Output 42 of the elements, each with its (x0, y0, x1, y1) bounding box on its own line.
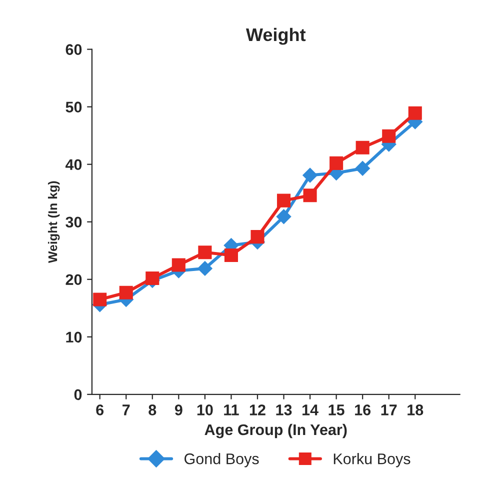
point (146, 271, 160, 285)
point (119, 286, 133, 300)
x-tick-label: 10 (197, 404, 213, 416)
y-tick-label: 20 (66, 274, 82, 286)
point (356, 140, 370, 154)
point (224, 248, 238, 262)
point (276, 209, 292, 224)
x-tick-label: 15 (328, 404, 344, 416)
x-tick-label: 6 (96, 404, 104, 416)
x-tick-label: 12 (250, 404, 266, 416)
y-tick-label: 10 (66, 332, 82, 343)
point (250, 230, 264, 244)
y-tick-label: 50 (66, 102, 82, 113)
y-tick-label: 40 (65, 159, 82, 170)
point (302, 168, 318, 183)
y-axis-title: Weight (In kg) (48, 181, 60, 264)
point (408, 106, 422, 120)
x-tick-label: 7 (122, 404, 130, 416)
point (330, 156, 344, 170)
point (303, 188, 317, 202)
point (172, 258, 186, 272)
y-tick-label: 30 (66, 216, 82, 228)
x-tick-label: 11 (224, 404, 239, 416)
point (198, 246, 212, 260)
point (93, 292, 107, 306)
legend-label: Gond Boys (184, 453, 259, 468)
x-tick-label: 13 (276, 404, 292, 416)
point (198, 261, 212, 276)
x-tick-label: 18 (408, 404, 424, 416)
point (382, 129, 396, 143)
point (276, 194, 291, 208)
x-tick-label: 9 (174, 404, 182, 416)
chart-title: Weight (246, 28, 306, 45)
x-tick-label: 16 (355, 404, 371, 416)
x-tick-label: 17 (381, 404, 397, 416)
y-tick-label: 60 (66, 44, 82, 55)
point (355, 160, 370, 176)
legend-label: Korku Boys (334, 453, 410, 468)
y-tick-label: 0 (74, 389, 82, 400)
x-axis-title: Age Group (In Year) (204, 424, 347, 438)
x-tick-label: 14 (302, 404, 318, 416)
x-tick-label: 8 (148, 404, 156, 416)
